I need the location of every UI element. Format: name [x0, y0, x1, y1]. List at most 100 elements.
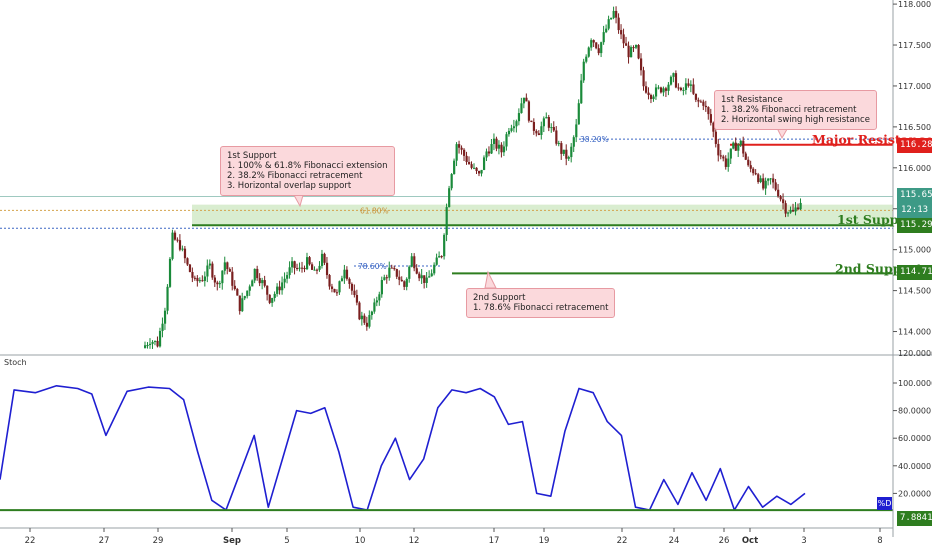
- callout-support1-line: 3. Horizontal overlap support: [227, 181, 352, 191]
- time-tick-label: 24: [669, 536, 680, 546]
- candle-body: [318, 265, 321, 270]
- candle-body: [388, 267, 391, 278]
- candle-body: [413, 256, 416, 269]
- candle-body: [550, 127, 553, 129]
- candle-body: [188, 264, 192, 272]
- time-tick-label: 27: [99, 536, 110, 546]
- candle-body: [144, 345, 147, 348]
- candle-body: [158, 330, 162, 347]
- candle-body: [799, 202, 802, 210]
- callout-support1: 1st Support 1. 100% & 61.8% Fibonacci ex…: [220, 146, 395, 196]
- candle-body: [171, 232, 174, 259]
- price-tick-label: 116.500: [898, 123, 931, 132]
- candle-body: [226, 262, 229, 270]
- candle-body: [288, 267, 291, 276]
- stoch-panel: [0, 385, 893, 512]
- candle-body: [772, 178, 775, 183]
- candle-body: [777, 189, 780, 197]
- candle-body: [358, 302, 361, 320]
- candle-body: [482, 157, 486, 170]
- candle-body: [627, 45, 630, 58]
- candle-body: [460, 147, 463, 150]
- candle-body: [213, 277, 216, 283]
- candle-body: [575, 124, 578, 138]
- candle-body: [617, 17, 620, 31]
- candle-body: [527, 101, 531, 121]
- candle-body: [221, 270, 224, 284]
- stoch-tick-label: 20.0000: [898, 489, 931, 498]
- candle-body: [637, 45, 640, 59]
- candle-body: [333, 288, 336, 293]
- candle-body: [430, 273, 433, 277]
- candle-body: [722, 156, 725, 159]
- candle-body: [380, 280, 383, 295]
- candle-body: [490, 144, 493, 154]
- candle-body: [767, 178, 770, 181]
- price-tick-label: 114.500: [898, 287, 931, 296]
- candle-body: [724, 158, 727, 167]
- candle-body: [782, 199, 785, 204]
- candle-body: [732, 142, 735, 149]
- candle-body: [266, 285, 269, 295]
- candle-body: [348, 278, 351, 284]
- candle-body: [196, 277, 199, 282]
- time-tick-label: 8: [877, 536, 882, 546]
- candle-body: [455, 144, 458, 161]
- candle-body: [704, 105, 707, 108]
- candle-body: [752, 168, 755, 174]
- candle-body: [211, 263, 214, 278]
- candle-body: [236, 289, 239, 296]
- candle-body: [647, 92, 650, 96]
- candle-body: [395, 269, 398, 277]
- candle-body: [156, 340, 159, 347]
- candle-body: [343, 269, 346, 279]
- candle-body: [682, 89, 685, 91]
- candle-body: [325, 262, 329, 276]
- candle-body: [231, 271, 234, 286]
- candle-body: [203, 276, 207, 281]
- candle-body: [278, 286, 281, 291]
- candle-body: [298, 267, 301, 269]
- candle-body: [360, 315, 364, 320]
- candle-body: [463, 149, 466, 156]
- candle-body: [595, 42, 598, 49]
- candle-body: [734, 142, 737, 151]
- first-support-price-tag: 115.299: [897, 218, 932, 233]
- candle-body: [253, 268, 256, 281]
- candle-body: [615, 10, 618, 18]
- candle-body: [577, 103, 580, 125]
- candle-body: [306, 257, 309, 270]
- candle-body: [657, 87, 660, 89]
- candle-body: [612, 10, 615, 18]
- candle-body: [410, 256, 413, 267]
- candle-body: [625, 43, 628, 46]
- candle-body: [243, 296, 246, 299]
- price-tick-label: 116.000: [898, 164, 931, 173]
- callout-resistance1-line: 1. 38.2% Fibonacci retracement: [721, 105, 857, 115]
- candle-body: [420, 275, 423, 279]
- candle-body: [512, 126, 516, 129]
- candle-body: [438, 256, 441, 258]
- callout-support1-line: 2. 38.2% Fibonacci retracement: [227, 171, 363, 181]
- candle-body: [762, 178, 765, 189]
- candle-body: [470, 164, 473, 168]
- candle-body: [443, 234, 446, 257]
- candle-body: [537, 133, 541, 135]
- candle-body: [355, 294, 359, 303]
- candle-body: [794, 207, 797, 212]
- first-support-zone: [192, 204, 893, 226]
- candle-body: [737, 144, 740, 151]
- stoch-tick-label: 100.0000: [898, 379, 932, 388]
- candle-body: [672, 73, 675, 77]
- candle-body: [602, 32, 605, 43]
- candle-body: [607, 19, 610, 29]
- candle-body: [642, 70, 645, 87]
- candle-body: [600, 42, 603, 54]
- candle-body: [276, 286, 279, 294]
- candle-body: [261, 280, 264, 284]
- candle-body: [373, 302, 376, 312]
- stoch-top-label: 120.0000: [898, 349, 932, 358]
- candle-body: [784, 203, 787, 214]
- candle-body: [649, 95, 653, 100]
- candle-body: [263, 280, 266, 286]
